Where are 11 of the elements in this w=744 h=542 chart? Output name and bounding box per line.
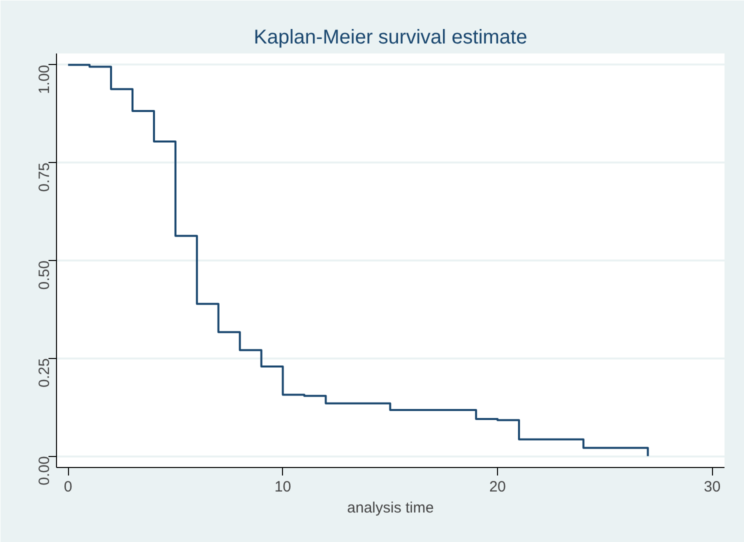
y-tick-label: 0.25 (36, 358, 53, 388)
x-axis-title: analysis time (347, 500, 434, 516)
y-tick-label: 0.50 (36, 260, 53, 290)
chart-title: Kaplan-Meier survival estimate (254, 26, 528, 48)
y-tick-label: 1.00 (36, 64, 53, 94)
x-tick-label: 0 (64, 478, 72, 496)
y-tick-label: 0.00 (36, 456, 53, 486)
x-tick-label: 30 (704, 478, 721, 496)
y-tick-label: 0.75 (36, 162, 53, 192)
x-tick-label: 20 (489, 478, 506, 496)
x-tick-label: 10 (274, 478, 292, 496)
